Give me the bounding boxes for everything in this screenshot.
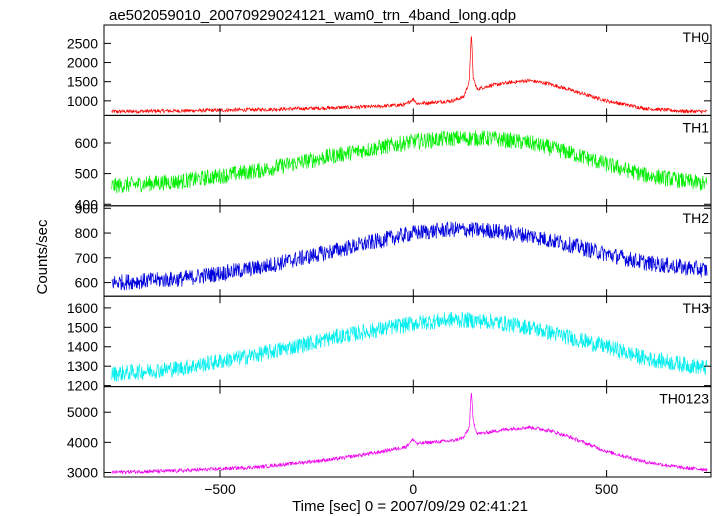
y-tick-label: 2500 — [67, 35, 98, 51]
y-tick-label: 1600 — [67, 300, 98, 316]
series-line-th3 — [111, 311, 708, 382]
x-tick-label: 500 — [595, 481, 619, 497]
panel-th0123: 3000 4000 5000 TH0123 — [67, 386, 712, 480]
panel-th3: 1200 1300 1400 1500 1600 TH3 — [67, 295, 712, 394]
panel-th1: 400 500 600 TH1 — [75, 114, 712, 212]
chart-title: ae502059010_20070929024121_wam0_trn_4ban… — [109, 7, 516, 24]
x-axis-label: Time [sec] 0 = 2007/09/29 02:41:21 — [292, 498, 528, 515]
y-tick-label: 600 — [75, 275, 99, 291]
panel-frame — [103, 205, 712, 297]
y-tick-label: 1500 — [67, 74, 98, 90]
y-tick-label: 1200 — [67, 378, 98, 394]
series-line-th0123 — [111, 392, 708, 475]
series-line-th2 — [111, 221, 708, 292]
x-tick-label: 0 — [409, 481, 417, 497]
y-tick-label: 5000 — [67, 404, 98, 420]
panel-frame — [103, 386, 712, 478]
panel-label-th0123: TH0123 — [659, 391, 709, 407]
y-tick-label: 1500 — [67, 319, 98, 335]
y-tick-label: 1000 — [67, 93, 98, 109]
y-tick-label: 2000 — [67, 55, 98, 71]
panel-label-th2: TH2 — [683, 210, 710, 226]
panel-frame — [103, 295, 712, 388]
y-tick-label: 900 — [75, 200, 99, 216]
panel-label-th1: TH1 — [683, 119, 710, 135]
y-tick-label: 1400 — [67, 339, 98, 355]
panel-label-th0: TH0 — [683, 29, 710, 45]
series-line-th0 — [111, 36, 708, 115]
panel-th2: 600 700 800 900 TH2 — [75, 200, 712, 297]
panel-label-th3: TH3 — [683, 300, 710, 316]
y-tick-label: 600 — [75, 135, 99, 151]
y-tick-label: 4000 — [67, 434, 98, 450]
panel-frame — [103, 114, 712, 207]
chart-panels: 1000 1500 2000 2500 TH0 400 500 600 TH1 600 700 800… — [67, 24, 712, 480]
y-axis-label: Counts/sec — [34, 219, 51, 295]
y-tick-label: 400 — [75, 196, 99, 212]
series-line-th1 — [111, 130, 708, 194]
x-tick-label: −500 — [204, 481, 236, 497]
y-tick-label: 800 — [75, 225, 99, 241]
y-tick-label: 500 — [75, 166, 99, 182]
y-tick-label: 3000 — [67, 464, 98, 480]
panel-th0: 1000 1500 2000 2500 TH0 — [67, 24, 712, 116]
y-tick-label: 1300 — [67, 358, 98, 374]
x-axis: −500 0 500 — [204, 481, 618, 497]
y-tick-label: 700 — [75, 250, 99, 266]
